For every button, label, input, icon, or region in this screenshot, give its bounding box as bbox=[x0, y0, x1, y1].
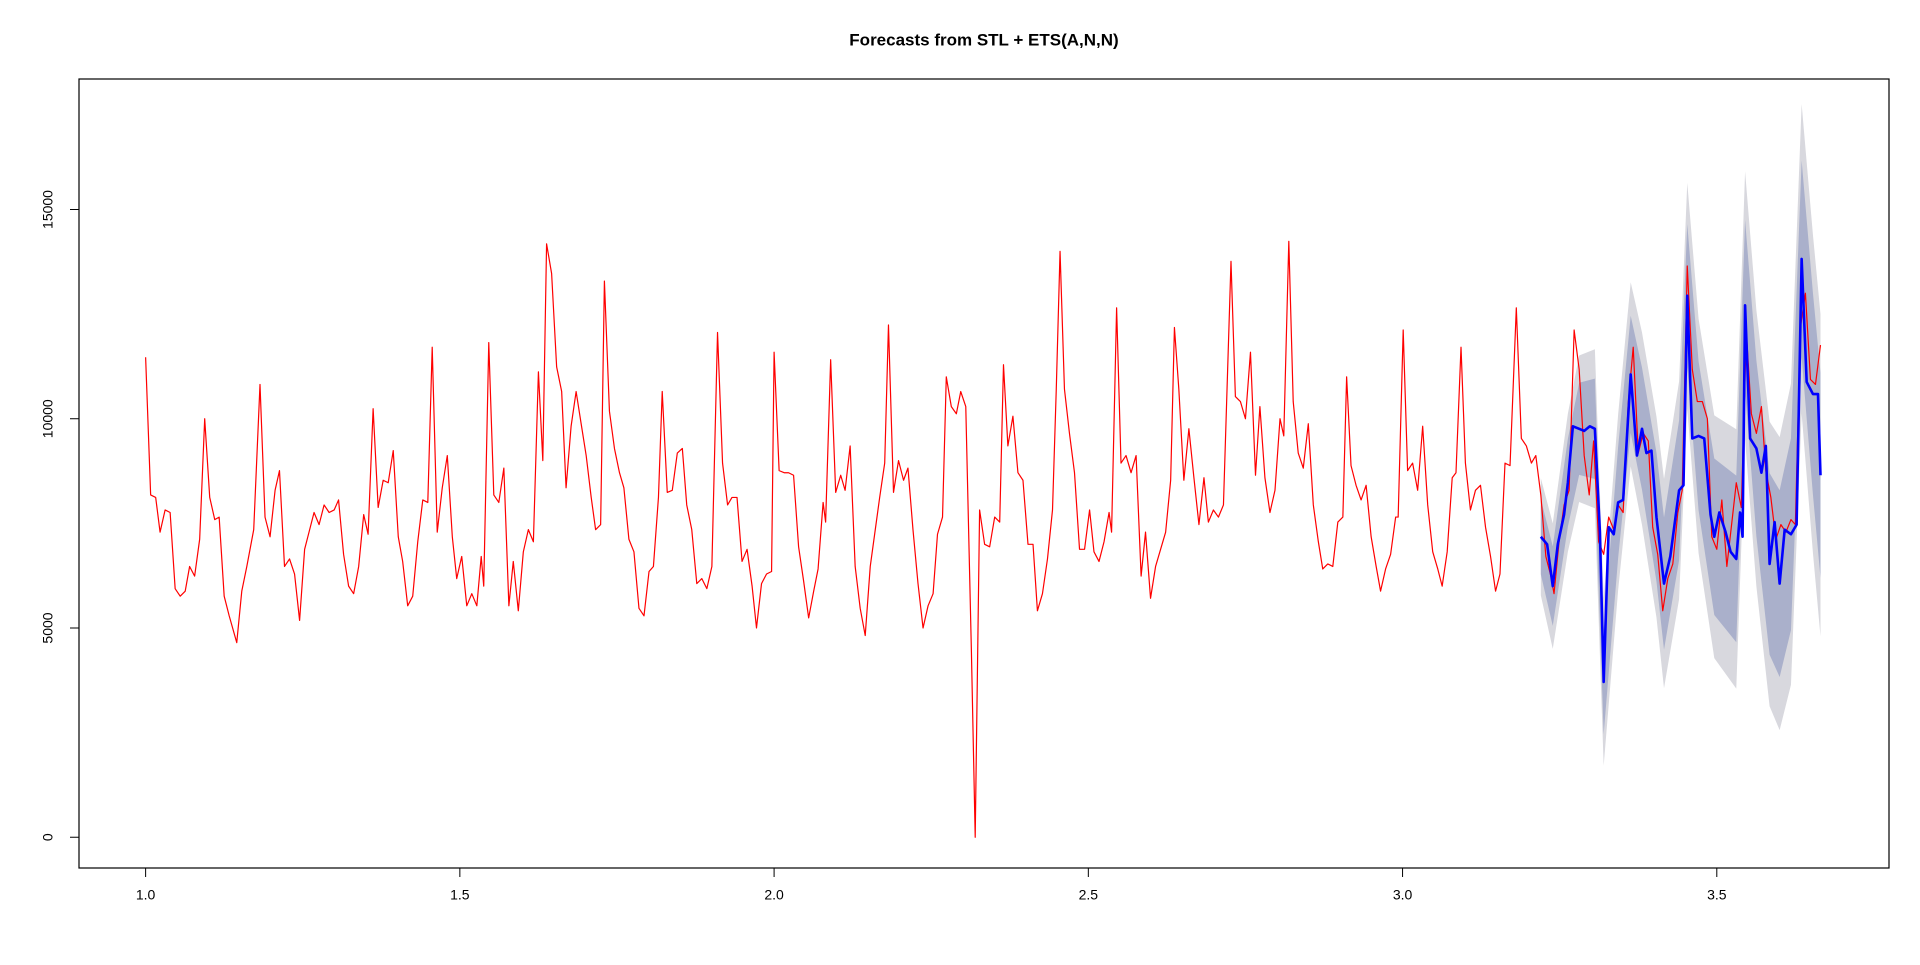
plot-area bbox=[145, 104, 1822, 838]
x-tick-label: 2.0 bbox=[764, 887, 784, 903]
interval-band bbox=[1540, 160, 1821, 735]
y-tick-label: 0 bbox=[40, 833, 56, 841]
x-tick-label: 1.0 bbox=[136, 887, 156, 903]
x-tick-label: 2.5 bbox=[1079, 887, 1099, 903]
y-tick-label: 15000 bbox=[40, 190, 56, 229]
series-line bbox=[145, 240, 1822, 838]
y-tick-label: 10000 bbox=[40, 399, 56, 438]
x-tick-label: 1.5 bbox=[450, 887, 470, 903]
x-tick-label: 3.0 bbox=[1393, 887, 1413, 903]
chart-title: Forecasts from STL + ETS(A,N,N) bbox=[849, 30, 1118, 49]
plot-frame bbox=[78, 78, 1890, 869]
x-tick-label: 3.5 bbox=[1707, 887, 1727, 903]
series-line bbox=[1539, 257, 1822, 684]
y-tick-label: 5000 bbox=[40, 612, 56, 643]
